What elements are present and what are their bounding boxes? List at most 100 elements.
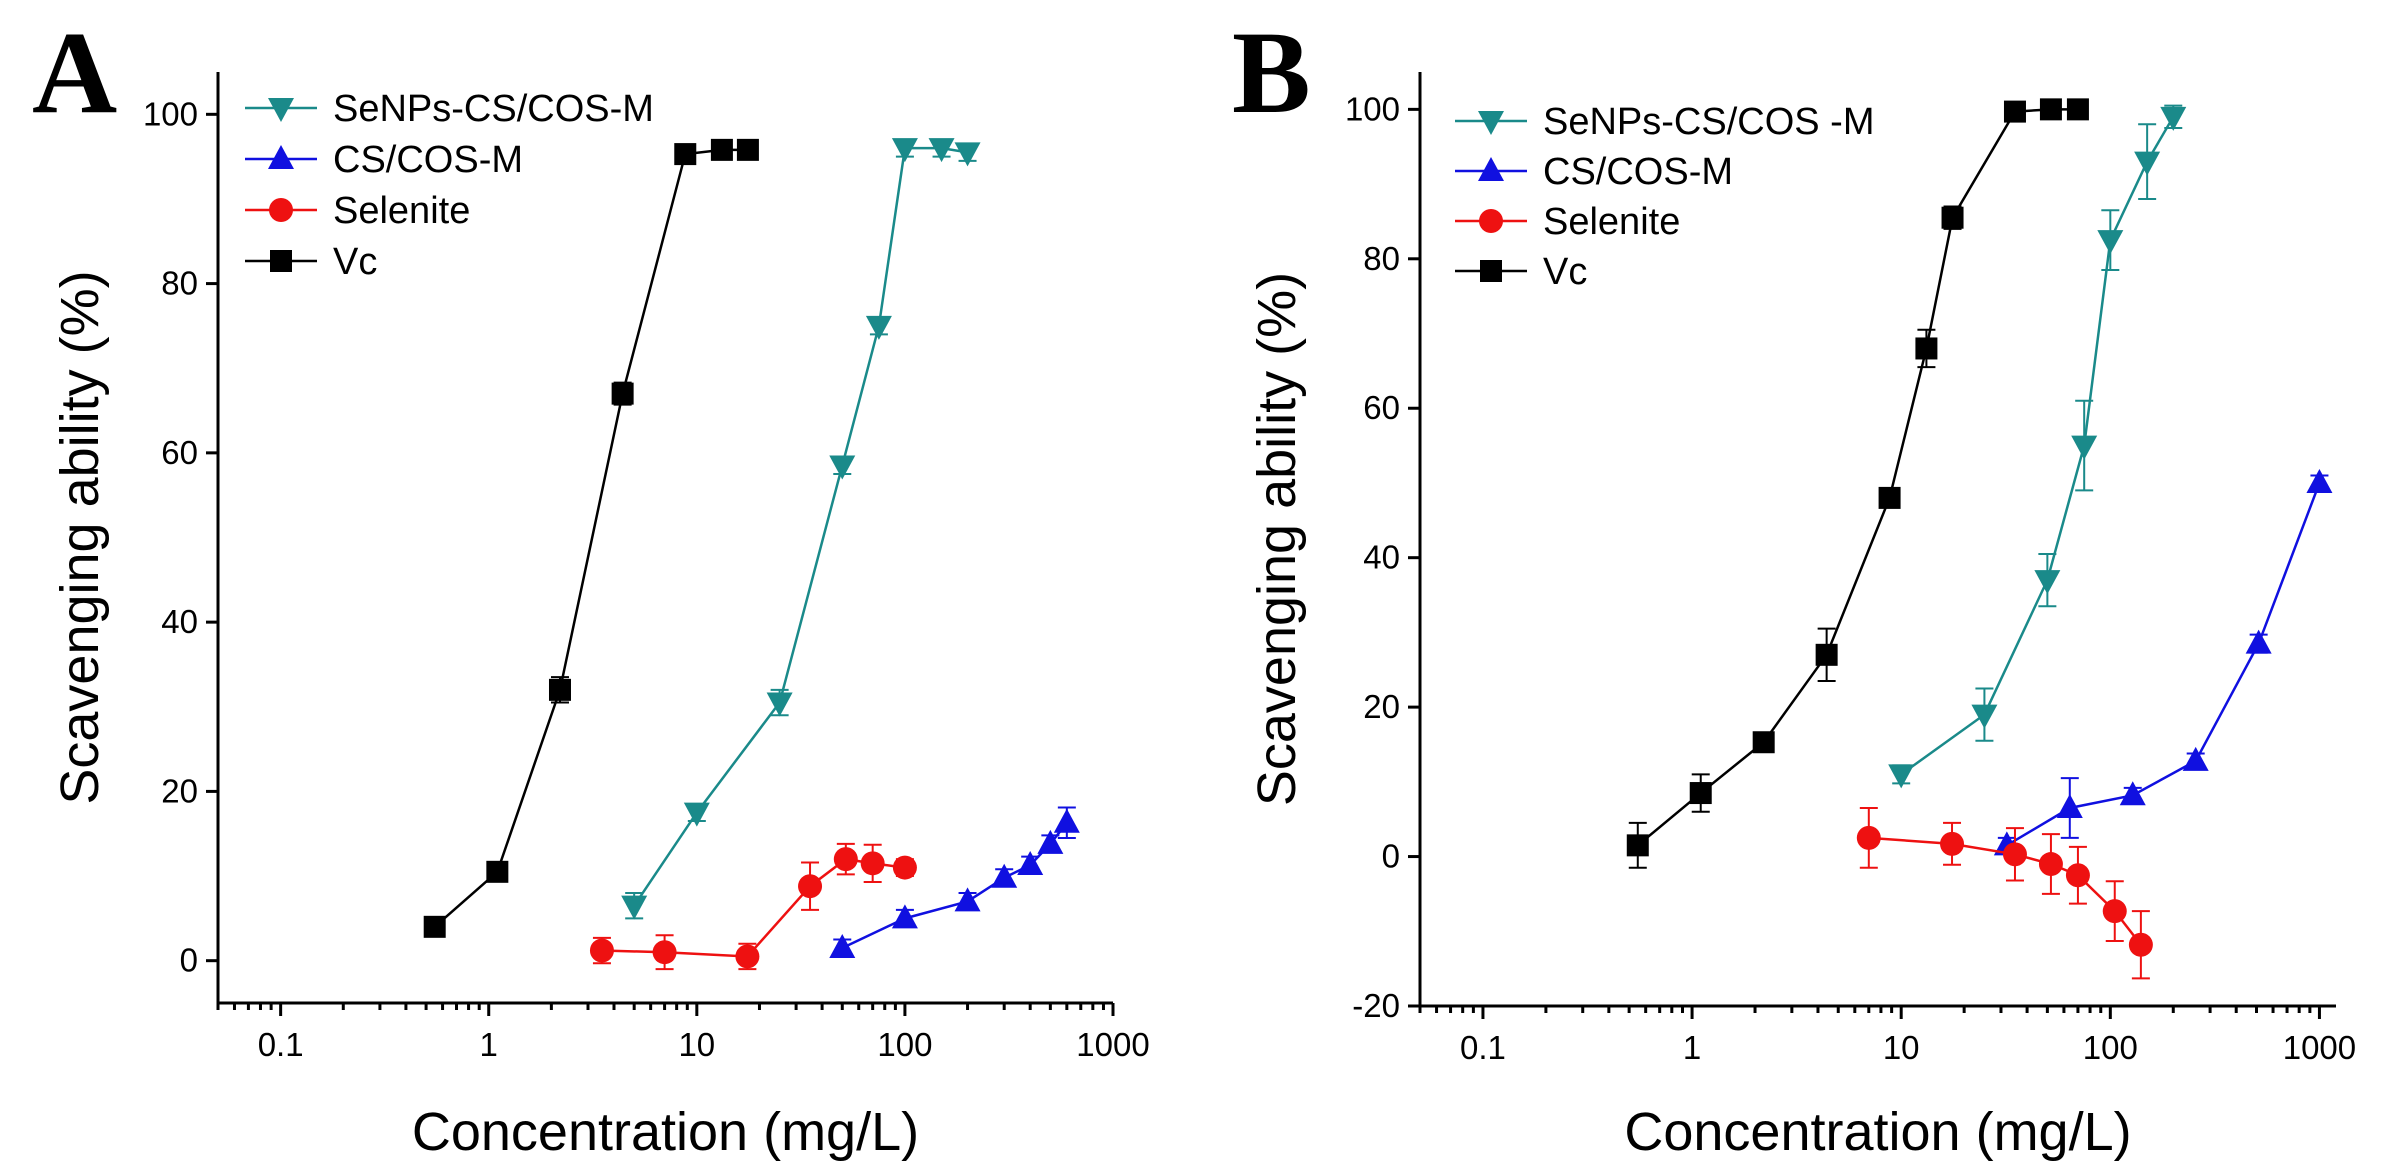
panel-b-y-tick-label: 0 (1382, 838, 1400, 875)
data-point (833, 847, 858, 872)
data-point (891, 138, 918, 163)
panel-a-legend: SeNPs-CS/COS-M CS/COS-M Selenite Vc (245, 88, 654, 283)
legend-item-selenite: Selenite (1455, 201, 1680, 243)
panel-b-series-selenite (1856, 806, 2153, 980)
panel-a-x-tick-label: 0.1 (258, 1026, 304, 1063)
data-point (486, 860, 509, 883)
panel-a-x-tick-label: 10 (678, 1026, 715, 1063)
data-point (865, 315, 892, 340)
panel-a-y-tick-label: 20 (161, 772, 198, 809)
data-point (2003, 100, 2026, 123)
legend-label: SeNPs-CS/COS -M (1543, 101, 1874, 143)
data-point (674, 143, 697, 166)
panel-b-x-tick-label: 1000 (2283, 1029, 2356, 1066)
data-point (611, 382, 634, 405)
panel-b-y-tick-label: 20 (1363, 688, 1400, 725)
data-point (829, 933, 856, 958)
data-point (891, 904, 918, 929)
data-point (1626, 834, 1649, 857)
legend-item-senps-cs-cos-m: SeNPs-CS/COS -M (1455, 101, 1874, 143)
legend-item-selenite: Selenite (245, 190, 470, 232)
panel-b-x-tick-label: 1 (1683, 1029, 1701, 1066)
legend-item-vc: Vc (1455, 251, 1587, 293)
panel-b-x-axis-title: Concentration (mg/L) (1624, 1102, 2131, 1162)
legend-label: Selenite (1543, 201, 1680, 243)
data-point (1017, 851, 1044, 876)
data-point (991, 863, 1018, 888)
panel-a-y-tick-label: 0 (180, 942, 198, 979)
panel-label-a: A (32, 7, 117, 138)
legend-marker (270, 250, 292, 272)
data-point (710, 138, 733, 161)
legend-marker (269, 198, 293, 222)
chart-panel-a: 0 20 40 60 80 100 0.1 1 10 100 1000 Concentration (… (50, 72, 1150, 1162)
panel-b-y-tick-label: -20 (1352, 987, 1400, 1024)
legend-item-cs-cos-m: CS/COS-M (245, 139, 523, 181)
data-point (860, 851, 885, 876)
data-point (1856, 825, 1881, 850)
legend-item-senps-cs-cos-m: SeNPs-CS/COS-M (245, 88, 654, 130)
data-point (2160, 106, 2187, 131)
panel-b-series-cs-cos-m (1993, 468, 2333, 856)
data-point (735, 944, 760, 969)
data-point (2097, 230, 2124, 255)
legend-label: CS/COS-M (333, 139, 523, 181)
data-point (2128, 932, 2153, 957)
data-point (2034, 570, 2061, 595)
series-line (2006, 482, 2321, 847)
panel-a-x-tick-label: 1 (480, 1026, 498, 1063)
data-point (892, 855, 917, 880)
panel-b-legend: SeNPs-CS/COS -M CS/COS-M Selenite Vc (1455, 101, 1874, 293)
data-point (1878, 486, 1901, 509)
panel-a-x-axis-title: Concentration (mg/L) (412, 1102, 919, 1162)
data-point (2038, 852, 2063, 877)
panel-b-series-vc (1626, 98, 2089, 869)
panel-a-y-tick-label: 60 (161, 434, 198, 471)
panel-a-series-vc (423, 138, 759, 938)
data-point (736, 138, 759, 161)
data-point (798, 874, 823, 899)
data-point (621, 895, 648, 920)
panel-a-y-tick-label: 80 (161, 265, 198, 302)
data-point (2071, 435, 2098, 460)
legend-label: Vc (1543, 251, 1587, 293)
data-point (589, 938, 614, 963)
panel-b-x-tick-label: 10 (1883, 1029, 1920, 1066)
data-point (766, 692, 793, 717)
data-point (954, 887, 981, 912)
data-point (1037, 829, 1064, 854)
data-point (1888, 764, 1915, 789)
data-point (1815, 643, 1838, 666)
panel-label-b: B (1232, 7, 1311, 138)
data-point (2102, 899, 2127, 924)
data-point (1941, 206, 1964, 229)
panel-a-series-senps-cs-cos-m (621, 138, 981, 920)
panel-b-y-tick-label: 100 (1345, 90, 1400, 127)
data-point (2119, 781, 2146, 806)
data-point (2056, 793, 2083, 818)
panel-b-y-tick-label: 40 (1363, 539, 1400, 576)
data-point (2245, 629, 2272, 654)
data-point (928, 138, 955, 163)
panel-b-x-tick-label: 100 (2083, 1029, 2138, 1066)
legend-marker (268, 98, 294, 122)
panel-b-x-tick-label: 0.1 (1460, 1029, 1506, 1066)
data-point (2065, 863, 2090, 888)
series-line (633, 146, 968, 907)
data-point (2182, 746, 2209, 771)
panel-a-x-tick-label: 1000 (1076, 1026, 1149, 1063)
legend-marker (1478, 157, 1504, 181)
data-point (1940, 831, 1965, 856)
panel-a-y-tick-label: 100 (143, 95, 198, 132)
data-point (2002, 842, 2027, 867)
panel-a-series-cs-cos-m (829, 806, 1080, 958)
data-point (1053, 808, 1080, 833)
legend-marker (268, 145, 294, 169)
panel-b-series-senps-cs-cos-m (1888, 104, 2187, 789)
panel-b-y-tick-label: 80 (1363, 240, 1400, 277)
data-point (1689, 782, 1712, 805)
data-point (683, 802, 710, 827)
data-point (1915, 337, 1938, 360)
data-point (829, 455, 856, 480)
